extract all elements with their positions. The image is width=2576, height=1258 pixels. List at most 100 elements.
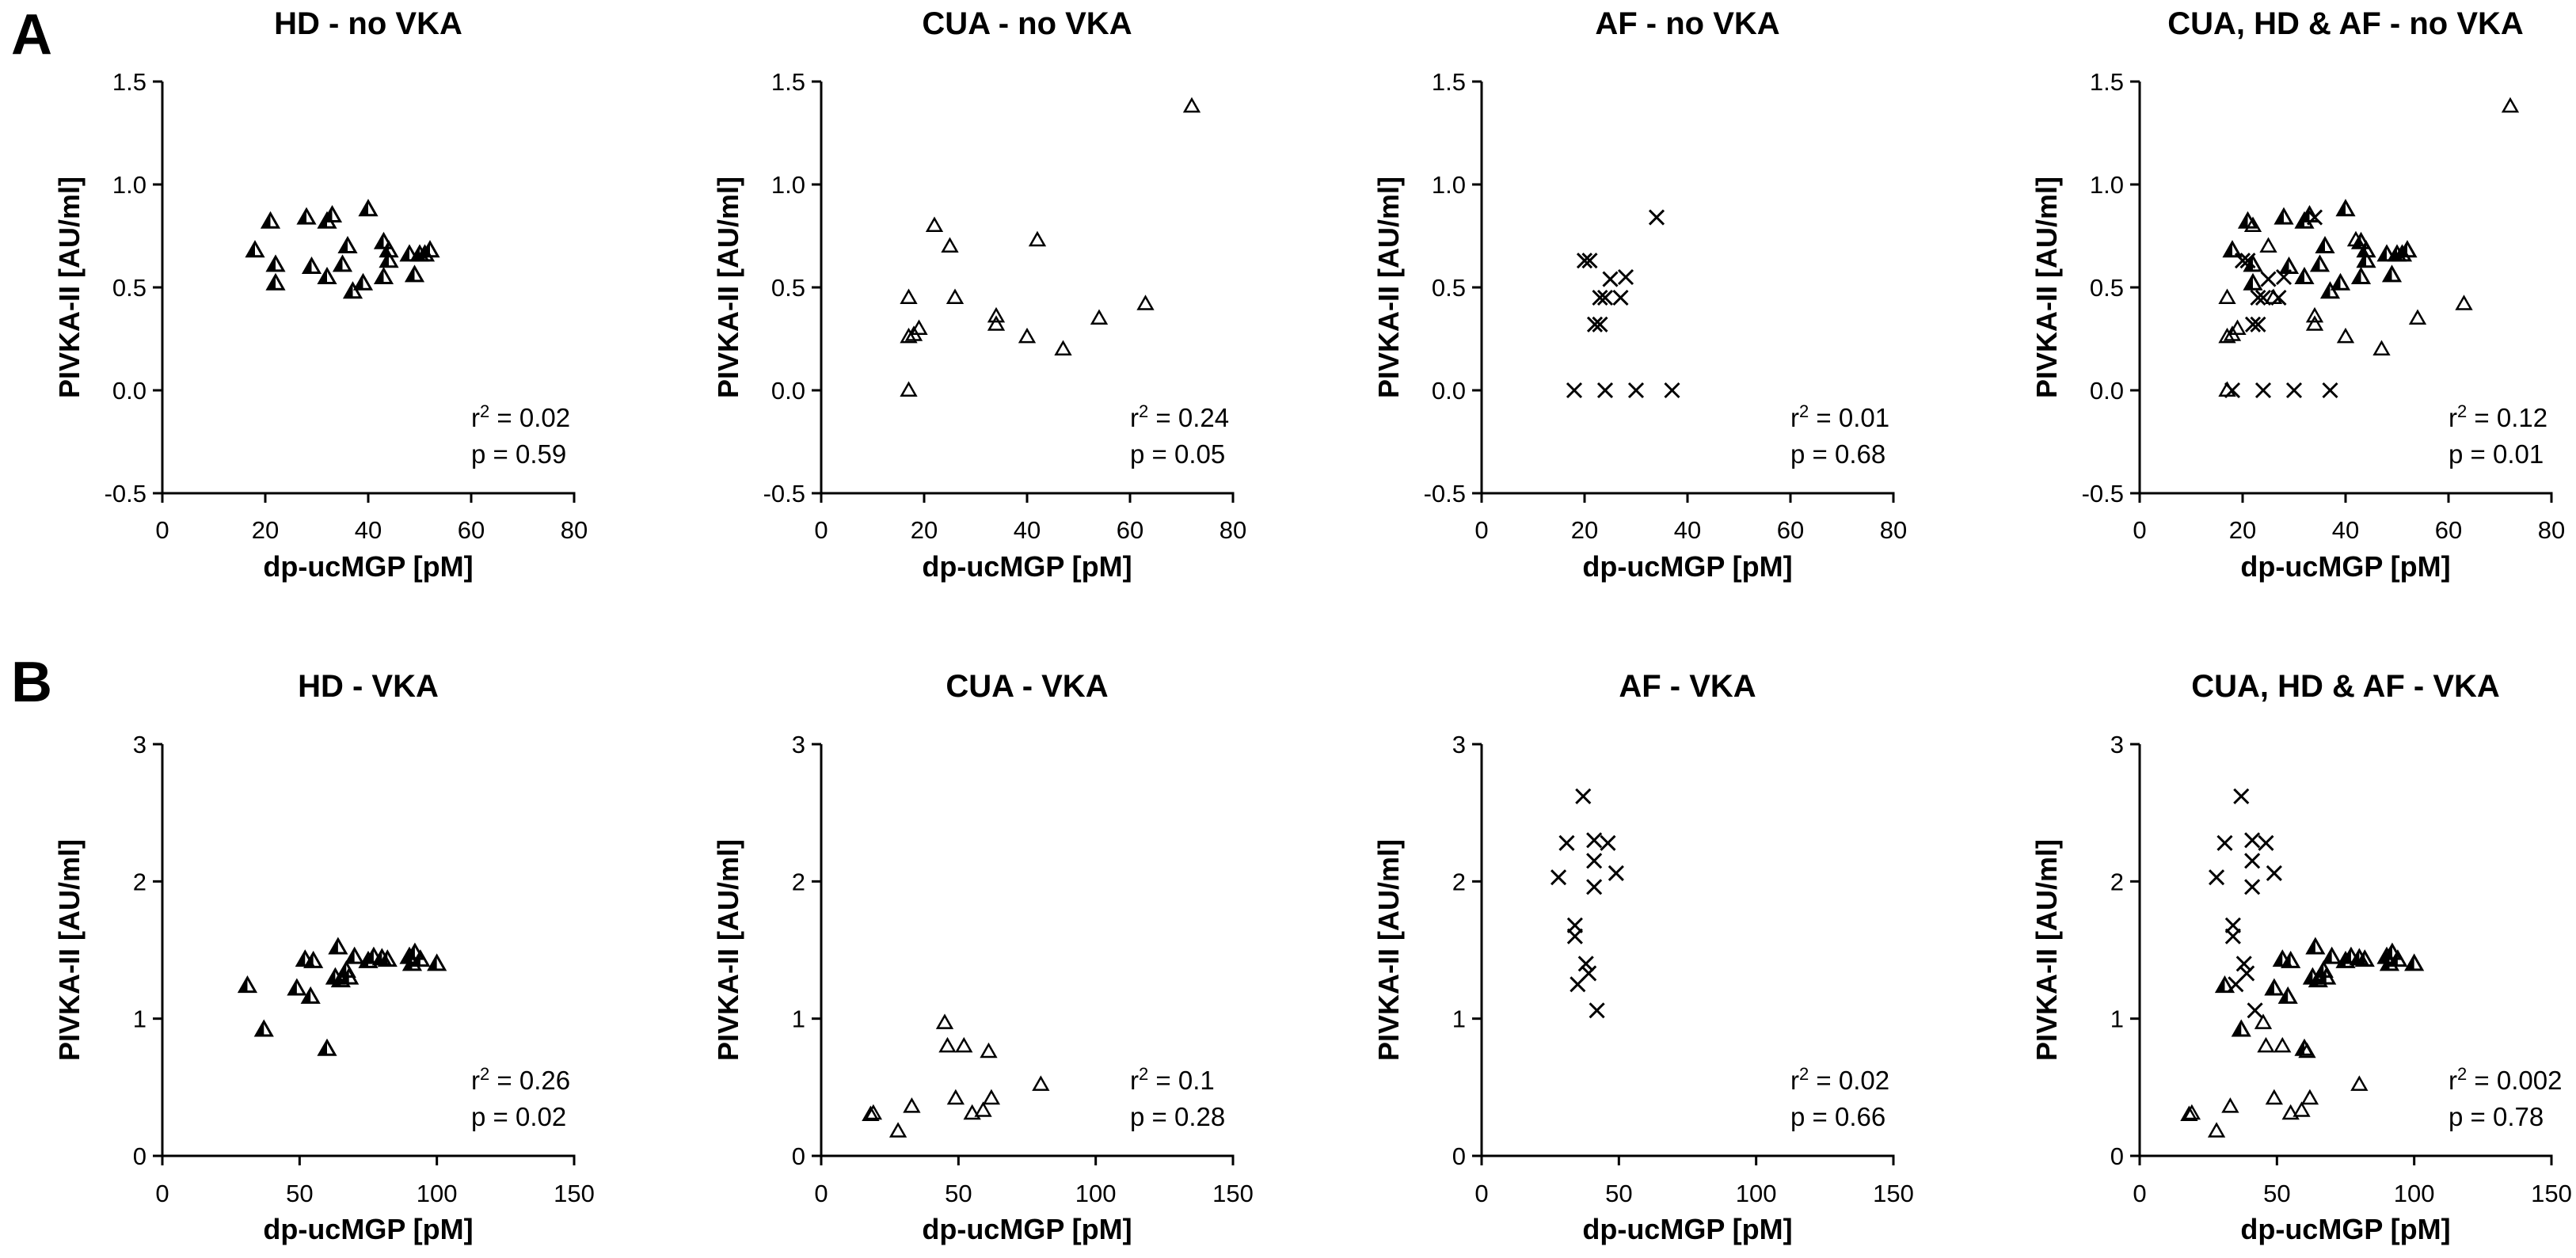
chart-3: AF - no VKA -0.5 0.0 0.5 1.0 1.5 0 20 40 60 80 dp-u…	[1372, 6, 1907, 583]
point-af	[2266, 865, 2282, 881]
point-cua	[1090, 309, 1109, 325]
point-cua	[935, 1013, 954, 1029]
x-tick-label: 150	[1212, 1180, 1254, 1207]
point-cua	[2243, 216, 2262, 232]
y-axis-label: PIVKA-II [AU/ml]	[2030, 177, 2063, 398]
stat-r2: r2 = 0.002	[2449, 1064, 2562, 1096]
x-axis-label: dp-ucMGP [pM]	[922, 550, 1132, 583]
point-hd-fill	[348, 950, 355, 963]
stat-p: p = 0.28	[1130, 1102, 1225, 1131]
point-hd-fill	[408, 946, 415, 959]
data-points	[2218, 97, 2520, 399]
y-tick-label: 3	[2110, 731, 2124, 758]
point-af	[1664, 382, 1680, 399]
point-hd-fill	[2360, 254, 2366, 267]
point-af	[1581, 253, 1598, 269]
point-hd-fill	[2284, 954, 2291, 967]
point-af	[2216, 834, 2233, 851]
y-tick-label: 1.0	[112, 171, 146, 199]
point-hd-fill	[306, 954, 314, 967]
point-cua	[2300, 1089, 2319, 1105]
point-cua	[2254, 1013, 2273, 1029]
panel-label-b: B	[11, 651, 52, 714]
point-cua	[1136, 295, 1155, 310]
x-tick-label: 60	[458, 516, 485, 544]
y-tick-label: 1.5	[112, 68, 146, 96]
point-cua	[987, 315, 1006, 331]
point-hd-fill	[340, 964, 347, 977]
point-hd-fill	[377, 271, 384, 283]
chart-title: HD - no VKA	[274, 6, 462, 41]
point-af	[1600, 834, 1616, 851]
x-tick-label: 0	[814, 516, 828, 544]
x-tick-label: 150	[2531, 1180, 2572, 1207]
y-tick-label: 1.0	[2090, 171, 2124, 199]
x-tick-label: 60	[1117, 516, 1143, 544]
y-tick-label: 3	[133, 731, 146, 758]
point-cua	[2182, 1104, 2201, 1120]
point-cua	[2257, 1036, 2275, 1053]
chart-7: AF - VKA 0 1 2 3 0 50 100 150 dp-ucMGP [pM] PIVKA-…	[1372, 669, 1914, 1245]
y-tick-label: 3	[1452, 731, 1466, 758]
point-hd-fill	[341, 240, 348, 253]
x-axis-label: dp-ucMGP [pM]	[263, 550, 473, 583]
x-tick-label: 0	[2133, 516, 2146, 544]
point-hd-fill	[2317, 964, 2324, 977]
point-hd-fill	[2277, 211, 2284, 224]
point-hd-fill	[2339, 203, 2346, 215]
point-hd-fill	[2308, 941, 2315, 954]
point-cua	[900, 327, 918, 344]
x-tick-label: 50	[1605, 1180, 1632, 1207]
point-hd-fill	[2241, 215, 2248, 228]
point-cua	[910, 319, 928, 335]
point-cua	[2305, 315, 2324, 331]
point-hd	[237, 975, 258, 994]
point-cua	[2336, 327, 2355, 344]
point-hd-fill	[331, 941, 338, 954]
point-cua	[925, 216, 944, 232]
y-tick-label: 0	[133, 1142, 146, 1170]
point-hd-fill	[304, 990, 311, 1003]
chart-title: CUA, HD & AF - no VKA	[2167, 6, 2524, 41]
point-af	[2250, 289, 2266, 306]
point-cua	[2218, 327, 2236, 344]
point-hd-fill	[2281, 990, 2289, 1003]
x-tick-label: 20	[252, 516, 279, 544]
point-cua	[2218, 288, 2236, 304]
point-af	[2235, 956, 2252, 972]
point-hd	[2388, 949, 2408, 967]
chart-title: HD - VKA	[298, 669, 439, 704]
x-tick-label: 50	[945, 1180, 972, 1207]
point-hd-fill	[2325, 950, 2332, 963]
point-hd	[2354, 949, 2375, 967]
point-af	[1589, 1002, 1605, 1019]
point-cua	[982, 1089, 1001, 1105]
point-hd-fill	[408, 268, 415, 281]
point-cua	[941, 237, 959, 253]
y-tick-label: 1	[133, 1005, 146, 1033]
point-cua	[2346, 230, 2365, 247]
chart-title: AF - no VKA	[1595, 6, 1779, 41]
point-af	[2224, 382, 2241, 399]
point-hd-fill	[321, 271, 327, 283]
point-hd	[328, 937, 348, 955]
data-points	[1566, 209, 1680, 399]
point-hd	[2281, 950, 2301, 968]
point-cua	[1028, 230, 1047, 247]
point-hd-fill	[2226, 244, 2232, 257]
point-hd-fill	[2323, 285, 2331, 298]
point-af	[1551, 869, 1567, 886]
point-hd	[339, 967, 360, 985]
point-af	[1576, 253, 1593, 269]
point-hd-fill	[2385, 946, 2392, 959]
point-hd-fill	[299, 953, 306, 966]
point-cua	[2259, 237, 2277, 253]
stat-r2: r2 = 0.01	[1790, 401, 1889, 433]
y-tick-label: -0.5	[763, 480, 805, 507]
x-tick-label: 50	[286, 1180, 313, 1207]
point-hd-fill	[336, 258, 343, 271]
x-tick-label: 100	[1736, 1180, 1777, 1207]
point-cua	[2501, 97, 2520, 113]
point-hd-fill	[2319, 971, 2327, 984]
point-hd-fill	[2358, 953, 2365, 966]
